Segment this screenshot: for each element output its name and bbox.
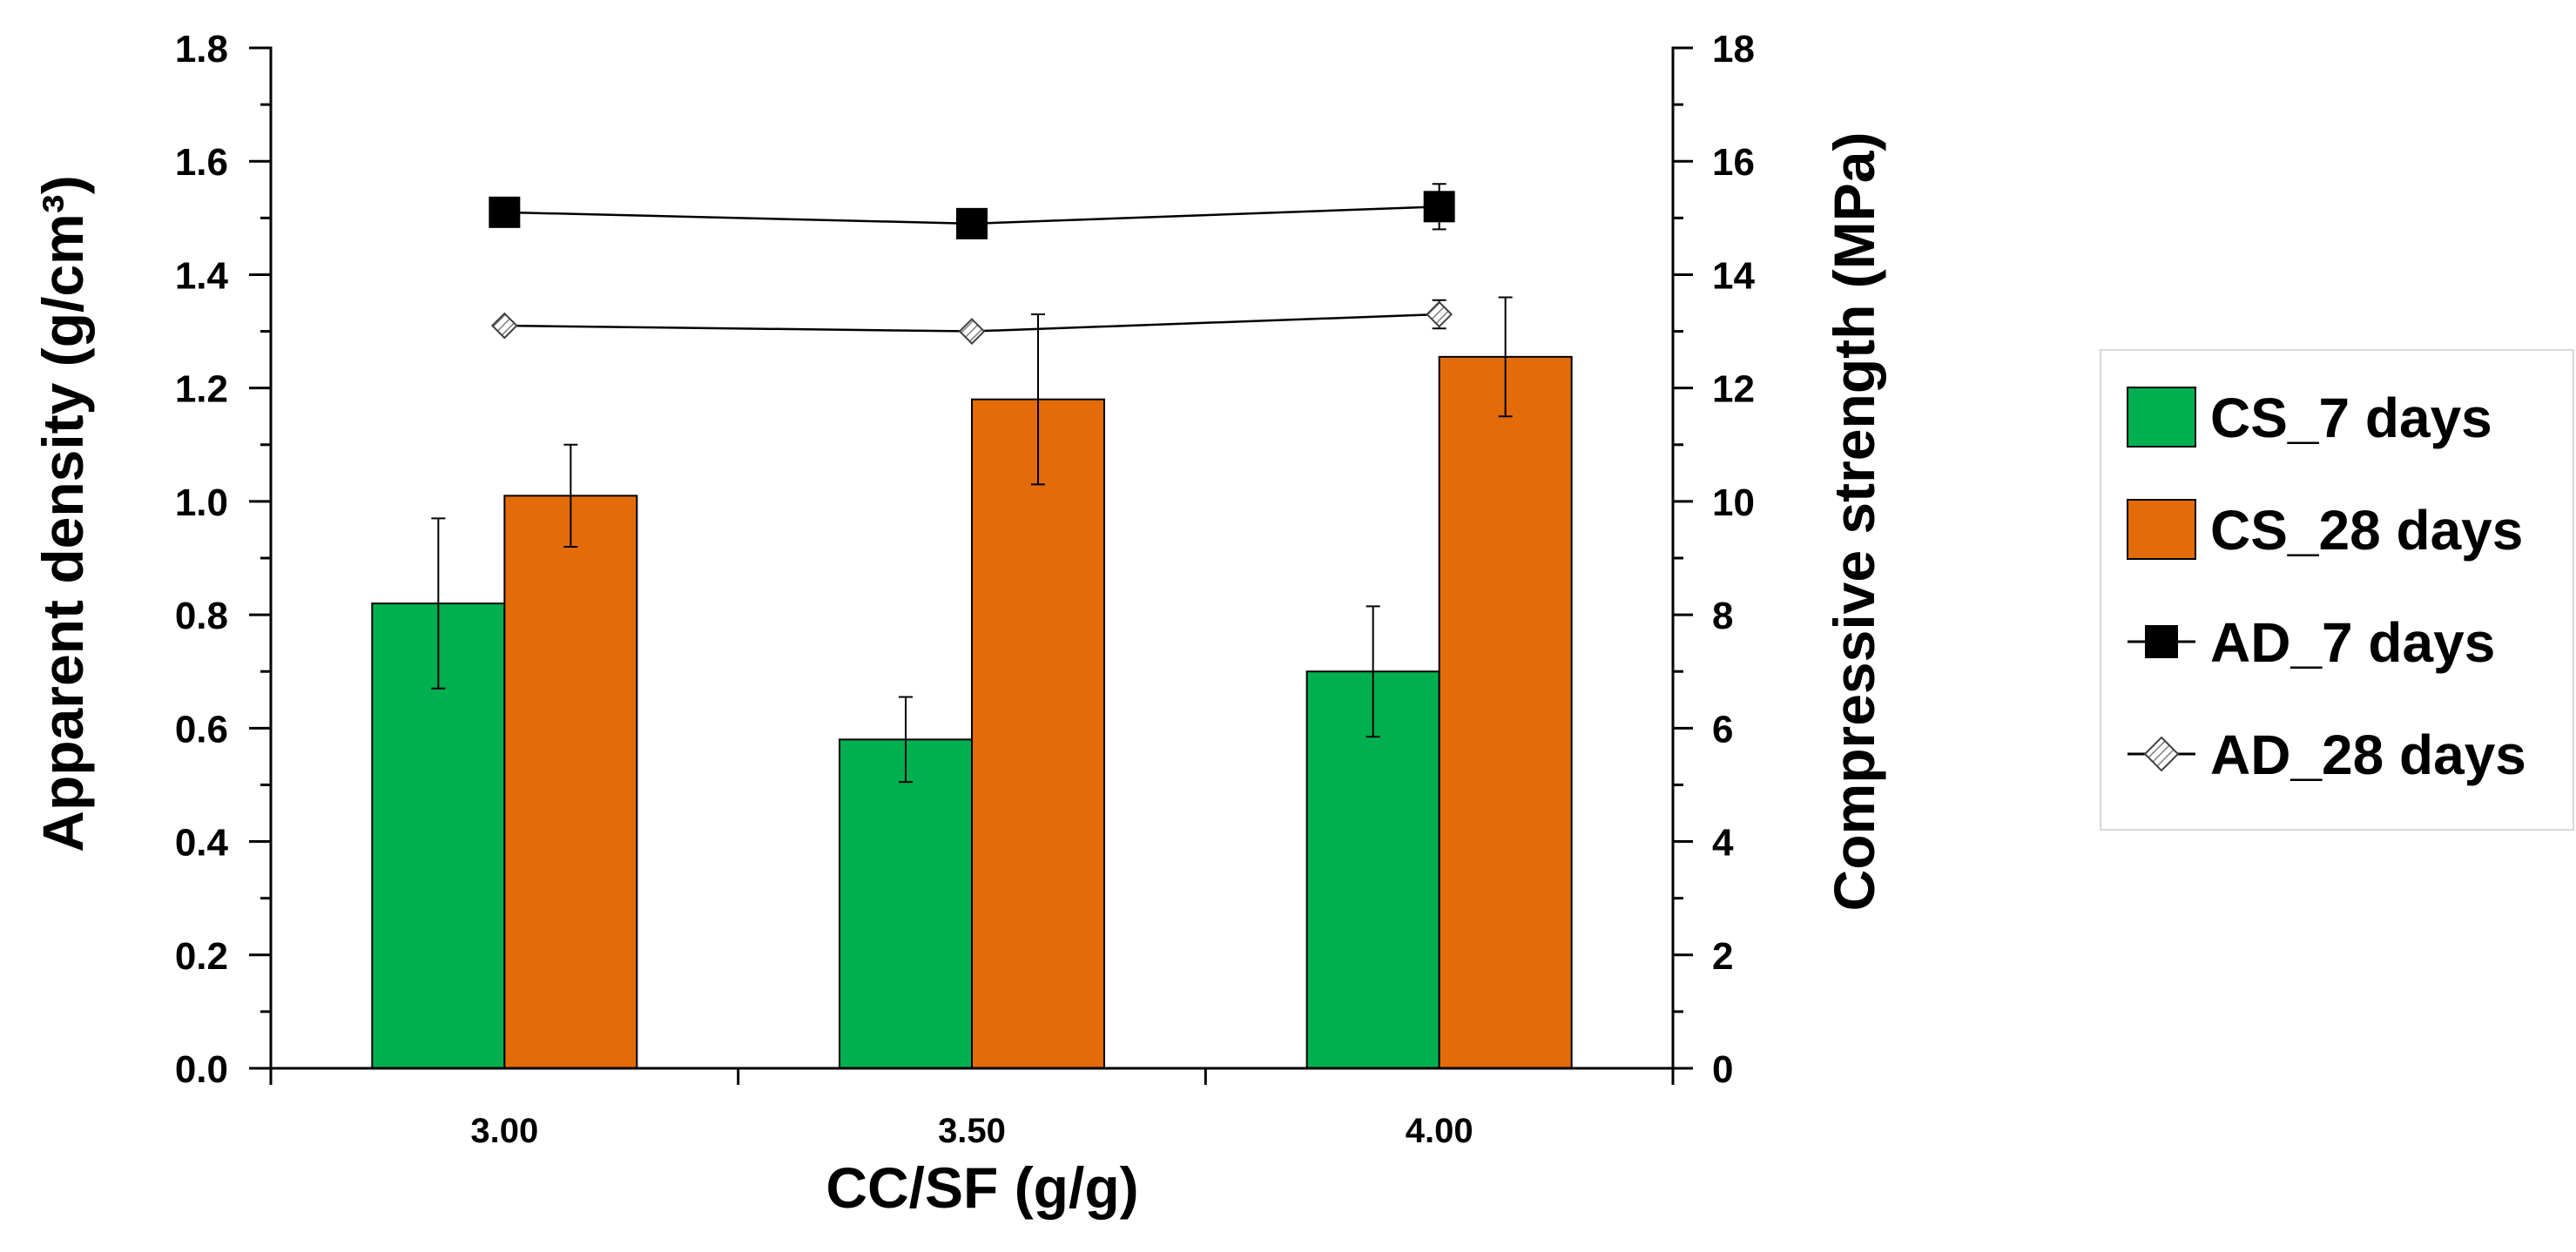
bar-cs-7-days-3-50: [839, 738, 973, 1069]
y-right-tick-label: 4: [1712, 822, 1734, 865]
error-bar-cs-7-days-3-00: [431, 517, 446, 690]
legend-item-ad-28-days: AD_28 days: [2128, 724, 2526, 786]
bar-cs-7-days-4-00: [1305, 670, 1440, 1069]
legend-swatch-cs-28-days: [2127, 499, 2196, 560]
point-ad-7-days-3-00: [489, 196, 521, 228]
y-right-tick-label: 2: [1712, 935, 1733, 978]
x-tick-label: 3.50: [938, 1112, 1006, 1150]
y-right-tick-label: 18: [1712, 28, 1755, 71]
legend-swatch-cs-7-days: [2127, 387, 2196, 448]
y-left-tick-label: 0.0: [175, 1048, 228, 1091]
x-axis-title: CC/SF (g/g): [826, 1155, 1138, 1220]
y-right-tick-label: 16: [1712, 141, 1755, 184]
point-ad-28-days-4-00: [1426, 300, 1453, 328]
legend-item-ad-7-days: AD_7 days: [2128, 611, 2495, 674]
error-bar-cs-28-days-3-50: [1031, 313, 1045, 486]
bar-layer: [371, 296, 1573, 1070]
error-bar-cs-7-days-4-00: [1366, 605, 1380, 738]
y-axis-right-title: Compressive strength (MPa): [1822, 132, 1886, 912]
y-left-tick-label: 1.0: [175, 481, 228, 524]
y-right-tick-label: 10: [1712, 481, 1755, 524]
error-bar-cs-7-days-3-50: [899, 696, 913, 784]
error-bar-cs-28-days-3-00: [563, 443, 578, 548]
x-tick-label: 4.00: [1406, 1112, 1473, 1150]
bar-cs-28-days-4-00: [1438, 355, 1573, 1070]
y-left-tick-label: 0.2: [175, 935, 228, 978]
y-left-tick-label: 0.6: [175, 708, 228, 751]
axes: 0.0 0.2 0.4 0.6 0.8 1.0 1.2 1.4 1.6 1.8 0 2 4 6 8 10 12 1…: [175, 28, 1756, 1150]
bar-cs-28-days-3-00: [503, 495, 638, 1069]
y-left-tick-label: 0.8: [175, 595, 228, 637]
legend-label: AD_28 days: [2210, 724, 2526, 786]
y-right-tick-label: 12: [1712, 368, 1755, 411]
y-right-tick-label: 8: [1712, 595, 1733, 637]
y-axis-left-title: Apparent density (g/cm³): [30, 175, 95, 851]
y-left-tick-label: 1.4: [175, 254, 229, 297]
point-ad-28-days-3-50: [958, 318, 986, 345]
y-right-tick-label: 14: [1712, 254, 1755, 297]
point-ad-28-days-3-00: [490, 312, 518, 340]
legend-marker-ad-28-days: [2143, 736, 2180, 772]
y-right-tick-label: 0: [1712, 1048, 1733, 1091]
legend-marker-ad-7-days: [2145, 625, 2178, 658]
y-left-tick-label: 1.8: [175, 28, 228, 71]
point-ad-7-days-3-50: [956, 207, 988, 239]
point-ad-7-days-4-00: [1423, 191, 1455, 223]
legend-item-cs-28-days: CS_28 days: [2127, 499, 2523, 562]
y-left-tick-label: 0.4: [175, 822, 229, 865]
legend-item-cs-7-days: CS_7 days: [2127, 387, 2492, 449]
line-layer: [489, 183, 1455, 345]
legend-label: CS_28 days: [2210, 499, 2523, 562]
x-tick-label: 3.00: [470, 1112, 538, 1150]
legend-label: AD_7 days: [2210, 611, 2495, 674]
legend-label: CS_7 days: [2210, 387, 2492, 449]
legend: CS_7 days CS_28 days AD_7 days AD_28 days: [2100, 349, 2574, 831]
y-left-tick-label: 1.6: [175, 141, 228, 184]
error-bar-cs-28-days-4-00: [1498, 296, 1513, 418]
y-right-tick-label: 6: [1712, 708, 1733, 751]
y-left-tick-label: 1.2: [175, 368, 228, 411]
bar-cs-28-days-3-50: [971, 398, 1105, 1069]
